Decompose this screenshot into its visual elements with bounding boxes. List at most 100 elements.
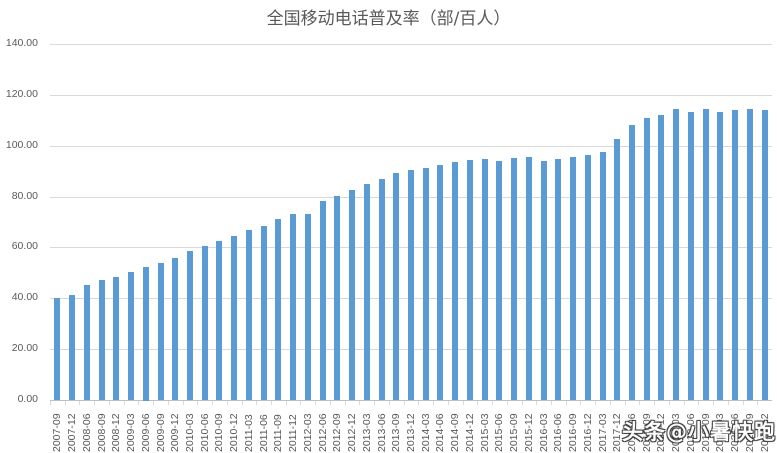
x-tick-mark bbox=[492, 401, 493, 405]
x-tick-mark bbox=[271, 401, 272, 405]
x-tick-label: 2012-12 bbox=[346, 413, 358, 452]
x-tick-label: 2007-12 bbox=[66, 413, 78, 452]
x-tick-label: 2008-09 bbox=[96, 413, 108, 452]
bar bbox=[143, 267, 149, 401]
bar bbox=[762, 110, 768, 400]
bar bbox=[747, 109, 753, 400]
x-tick-mark bbox=[286, 401, 287, 405]
x-tick-mark bbox=[300, 401, 301, 405]
x-tick-mark bbox=[433, 401, 434, 405]
bar bbox=[275, 219, 281, 400]
x-tick-label: 2011-03 bbox=[243, 414, 255, 452]
bar bbox=[423, 168, 429, 400]
x-tick-mark bbox=[168, 401, 169, 405]
x-tick-mark bbox=[507, 401, 508, 405]
x-tick-mark bbox=[94, 401, 95, 405]
bar bbox=[408, 170, 414, 400]
x-tick-label: 2013-12 bbox=[405, 413, 417, 452]
x-tick-mark bbox=[463, 401, 464, 405]
y-tick-label: 100.00 bbox=[5, 139, 38, 151]
x-tick-label: 2009-06 bbox=[140, 413, 152, 452]
x-tick-label: 2010-06 bbox=[199, 413, 211, 452]
x-tick-label: 2016-03 bbox=[538, 413, 550, 452]
gridline bbox=[50, 44, 772, 45]
x-tick-label: 2011-06 bbox=[258, 414, 270, 452]
bar bbox=[629, 125, 635, 400]
x-tick-label: 2015-09 bbox=[508, 413, 520, 452]
x-tick-label: 2011-09 bbox=[272, 414, 284, 452]
bar bbox=[202, 246, 208, 400]
x-tick-label: 2013-09 bbox=[390, 413, 402, 452]
y-tick-label: 60.00 bbox=[11, 240, 38, 252]
x-tick-mark bbox=[374, 401, 375, 405]
x-tick-label: 2016-12 bbox=[582, 413, 594, 452]
x-tick-mark bbox=[580, 401, 581, 405]
x-tick-mark bbox=[713, 401, 714, 405]
x-tick-mark bbox=[109, 401, 110, 405]
x-tick-mark bbox=[728, 401, 729, 405]
x-tick-mark bbox=[522, 401, 523, 405]
x-tick-mark bbox=[389, 401, 390, 405]
x-tick-mark bbox=[625, 401, 626, 405]
y-tick-label: 40.00 bbox=[11, 291, 38, 303]
bar bbox=[717, 112, 723, 400]
bar bbox=[570, 157, 576, 400]
x-tick-mark bbox=[448, 401, 449, 405]
x-tick-label: 2010-09 bbox=[213, 413, 225, 452]
bar bbox=[364, 184, 370, 400]
bar bbox=[482, 159, 488, 400]
x-tick-label: 2014-03 bbox=[420, 413, 432, 452]
bar bbox=[614, 139, 620, 400]
gridline bbox=[50, 146, 772, 147]
x-tick-label: 2016-09 bbox=[567, 413, 579, 452]
x-tick-label: 2009-03 bbox=[125, 413, 137, 452]
bar bbox=[585, 155, 591, 400]
x-tick-mark bbox=[330, 401, 331, 405]
x-tick-mark bbox=[315, 401, 316, 405]
bar bbox=[69, 295, 75, 400]
x-tick-mark bbox=[743, 401, 744, 405]
x-tick-label: 2014-06 bbox=[434, 413, 446, 452]
x-tick-mark bbox=[595, 401, 596, 405]
x-tick-mark bbox=[757, 401, 758, 405]
y-tick-label: 80.00 bbox=[11, 190, 38, 202]
x-tick-mark bbox=[197, 401, 198, 405]
x-tick-mark bbox=[566, 401, 567, 405]
bar bbox=[600, 152, 606, 400]
bar bbox=[158, 263, 164, 400]
bar bbox=[261, 226, 267, 400]
x-tick-mark bbox=[669, 401, 670, 405]
x-tick-mark bbox=[404, 401, 405, 405]
x-tick-label: 2011-12 bbox=[287, 414, 299, 452]
bar bbox=[305, 214, 311, 400]
bar bbox=[99, 280, 105, 400]
x-tick-mark bbox=[536, 401, 537, 405]
x-tick-mark bbox=[183, 401, 184, 405]
x-tick-label: 2014-12 bbox=[464, 413, 476, 452]
x-tick-mark bbox=[345, 401, 346, 405]
x-tick-mark bbox=[477, 401, 478, 405]
bar bbox=[555, 159, 561, 400]
bar bbox=[732, 110, 738, 400]
bar bbox=[172, 258, 178, 400]
bar bbox=[526, 157, 532, 400]
bar bbox=[467, 160, 473, 400]
gridline bbox=[50, 95, 772, 96]
bar bbox=[246, 230, 252, 400]
x-tick-mark bbox=[610, 401, 611, 405]
x-tick-label: 2009-09 bbox=[155, 413, 167, 452]
x-tick-mark bbox=[698, 401, 699, 405]
x-tick-mark bbox=[654, 401, 655, 405]
bar bbox=[320, 201, 326, 400]
bar bbox=[128, 272, 134, 400]
x-tick-mark bbox=[50, 401, 51, 405]
x-tick-label: 2008-12 bbox=[110, 413, 122, 452]
bar bbox=[658, 115, 664, 400]
bar bbox=[187, 251, 193, 400]
x-tick-label: 2016-06 bbox=[552, 413, 564, 452]
x-tick-label: 2012-06 bbox=[317, 413, 329, 452]
x-tick-label: 2009-12 bbox=[169, 413, 181, 452]
x-tick-mark bbox=[65, 401, 66, 405]
bar bbox=[113, 277, 119, 400]
chart-title: 全国移动电话普及率（部/百人） bbox=[266, 9, 511, 29]
